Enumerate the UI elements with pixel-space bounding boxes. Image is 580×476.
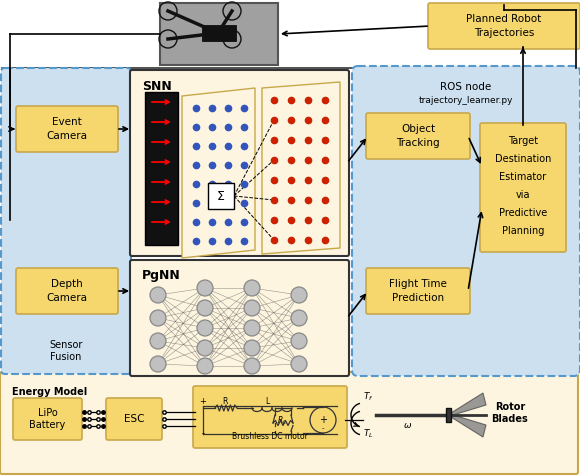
Text: +: + [319, 415, 327, 425]
Circle shape [244, 300, 260, 316]
Polygon shape [262, 82, 340, 254]
Text: Planning: Planning [502, 226, 544, 236]
Text: Camera: Camera [46, 293, 88, 303]
Text: Object: Object [401, 124, 435, 134]
Text: Target: Target [508, 136, 538, 146]
Bar [160, 3, 278, 65]
FancyBboxPatch shape [352, 66, 580, 376]
Bar [446, 408, 451, 422]
Circle shape [150, 356, 166, 372]
FancyBboxPatch shape [13, 398, 82, 440]
FancyBboxPatch shape [130, 260, 349, 376]
FancyBboxPatch shape [366, 268, 470, 314]
Text: Destination: Destination [495, 154, 551, 164]
Text: Tracking: Tracking [396, 138, 440, 148]
Circle shape [244, 280, 260, 296]
Circle shape [197, 358, 213, 374]
Text: Depth: Depth [51, 279, 83, 289]
FancyBboxPatch shape [428, 3, 580, 49]
Circle shape [244, 358, 260, 374]
Text: +: + [200, 397, 206, 407]
Circle shape [150, 333, 166, 349]
FancyBboxPatch shape [1, 68, 131, 374]
Circle shape [150, 287, 166, 303]
Text: Estimator: Estimator [499, 172, 546, 182]
Text: R: R [222, 397, 228, 406]
Circle shape [291, 356, 307, 372]
Bar [2, 68, 576, 374]
Circle shape [291, 333, 307, 349]
Polygon shape [451, 415, 486, 437]
Text: Planned Robot: Planned Robot [466, 14, 542, 24]
Circle shape [197, 340, 213, 356]
Text: -: - [322, 425, 324, 431]
Text: $R_L$: $R_L$ [277, 415, 287, 427]
Circle shape [291, 310, 307, 326]
Text: Brushless DC motor: Brushless DC motor [232, 432, 308, 441]
Text: ROS node: ROS node [440, 82, 492, 92]
Text: via: via [516, 190, 530, 200]
Text: $T_L$: $T_L$ [362, 428, 374, 440]
Circle shape [197, 300, 213, 316]
Text: Blades: Blades [492, 414, 528, 424]
Text: Trajectories: Trajectories [474, 28, 534, 38]
FancyBboxPatch shape [193, 386, 347, 448]
Circle shape [244, 320, 260, 336]
Text: Prediction: Prediction [392, 293, 444, 303]
FancyBboxPatch shape [366, 113, 470, 159]
Polygon shape [145, 92, 178, 245]
Text: Camera: Camera [46, 131, 88, 141]
Bar [208, 183, 234, 209]
Text: trajectory_learner.py: trajectory_learner.py [419, 96, 513, 105]
Polygon shape [182, 88, 255, 258]
FancyBboxPatch shape [16, 268, 118, 314]
Circle shape [291, 287, 307, 303]
Bar [202, 25, 236, 41]
Circle shape [197, 280, 213, 296]
FancyBboxPatch shape [16, 106, 118, 152]
Text: Rotor: Rotor [495, 402, 525, 412]
FancyBboxPatch shape [130, 70, 349, 256]
Text: LiPo: LiPo [38, 408, 57, 418]
Text: Event: Event [52, 117, 82, 127]
Text: -: - [201, 429, 205, 438]
Polygon shape [451, 393, 486, 415]
Text: L: L [265, 397, 269, 406]
Text: $\Sigma$: $\Sigma$ [216, 189, 226, 202]
Text: Fusion: Fusion [50, 352, 82, 362]
FancyBboxPatch shape [480, 123, 566, 252]
Circle shape [244, 340, 260, 356]
Text: SNN: SNN [142, 79, 172, 92]
FancyBboxPatch shape [106, 398, 162, 440]
Text: Energy Model: Energy Model [12, 387, 87, 397]
Circle shape [150, 310, 166, 326]
Circle shape [197, 320, 213, 336]
Text: Sensor: Sensor [49, 340, 83, 350]
Text: ESC: ESC [124, 414, 144, 424]
Text: Flight Time: Flight Time [389, 279, 447, 289]
Text: $T_f$: $T_f$ [362, 391, 374, 403]
Text: $\omega$: $\omega$ [404, 420, 412, 429]
Text: PgNN: PgNN [142, 269, 181, 282]
Text: Battery: Battery [30, 420, 66, 430]
FancyBboxPatch shape [0, 372, 578, 474]
Text: Predictive: Predictive [499, 208, 547, 218]
